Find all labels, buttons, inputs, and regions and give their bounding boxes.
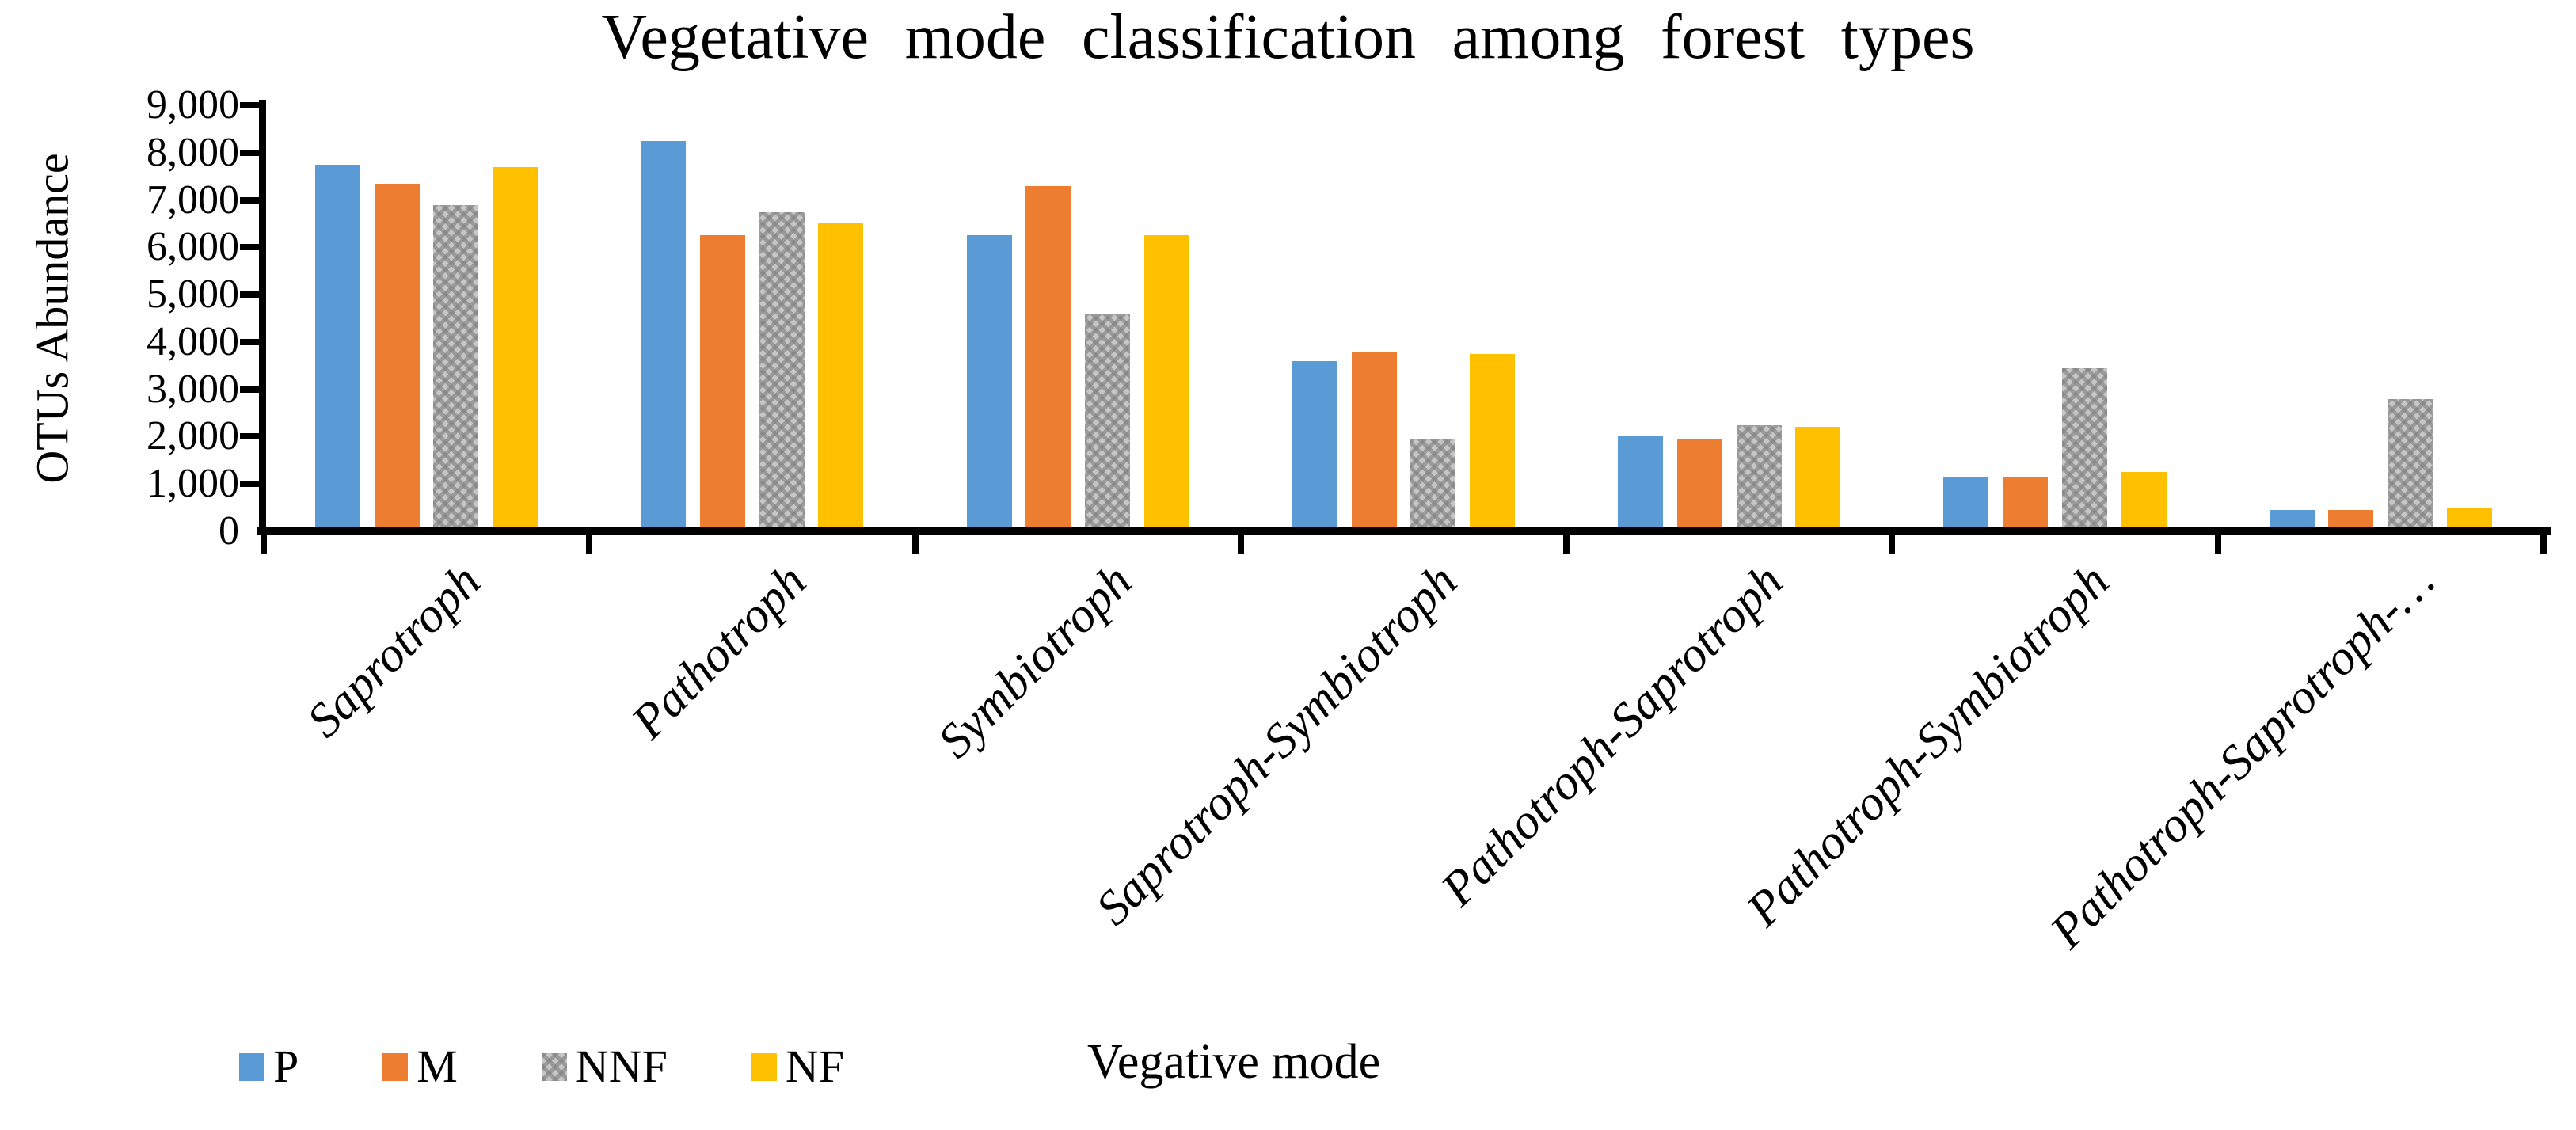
category-label: Pathotroph-Saprotroph (1431, 554, 1794, 916)
x-axis-line (257, 527, 2551, 535)
bar-NF (493, 166, 538, 531)
bar-NF (2121, 472, 2167, 531)
y-tick-mark (240, 149, 262, 156)
y-tick-mark (240, 244, 262, 251)
legend-marker-P (239, 1052, 264, 1081)
y-tick-mark (240, 102, 262, 108)
category-label: Saprotroph-Symbiotroph (1086, 554, 1468, 936)
bar-NF (1143, 235, 1189, 531)
y-tick-label: 3,000 (146, 366, 239, 412)
x-tick-mark (1237, 531, 1244, 554)
bar-NNF (2388, 398, 2433, 531)
bar-NNF (1410, 439, 1456, 531)
y-tick-label: 6,000 (146, 224, 239, 270)
x-tick-mark (911, 531, 919, 554)
bar-NF (1795, 427, 1841, 531)
x-tick-mark (1889, 531, 1896, 554)
category-label: Pathotroph (621, 554, 816, 749)
x-tick-mark (261, 531, 267, 554)
bar-NNF (759, 211, 805, 531)
y-tick-mark (240, 291, 262, 299)
bar-M (2003, 477, 2049, 531)
y-tick-label: 4,000 (146, 318, 239, 364)
chart-title: Vegetative mode classification among for… (601, 2, 1975, 72)
x-tick-mark (1563, 531, 1570, 554)
legend-item-P: P (239, 1044, 299, 1090)
bar-P (966, 235, 1012, 531)
y-tick-label: 8,000 (146, 129, 239, 175)
y-tick-label: 1,000 (146, 461, 239, 507)
legend: P M NNF NF (239, 1044, 844, 1090)
y-tick-label: 5,000 (146, 272, 239, 318)
category-label: Saprotroph (296, 554, 491, 748)
bar-NNF (433, 204, 479, 531)
y-tick-mark (240, 481, 262, 488)
bar-M (374, 183, 420, 531)
bar-P (641, 140, 687, 531)
bar-M (1025, 185, 1071, 531)
bar-M (699, 235, 745, 531)
bar-NNF (1084, 314, 1130, 531)
legend-marker-NF (751, 1052, 777, 1081)
bar-P (315, 164, 360, 531)
bar-NF (1469, 353, 1515, 531)
bar-P (1292, 360, 1337, 531)
y-tick-label: 2,000 (146, 413, 239, 459)
legend-marker-NNF (541, 1052, 567, 1081)
legend-label: P (273, 1041, 299, 1092)
category-label: Pathotroph-Symbiotroph (1736, 554, 2119, 937)
legend-marker-M (382, 1052, 409, 1081)
y-tick-label: 0 (219, 508, 239, 554)
bar-P (1943, 477, 1989, 531)
y-tick-mark (240, 433, 262, 440)
y-tick-mark (240, 338, 262, 345)
legend-item-NNF: NNF (541, 1041, 668, 1092)
legend-label: NF (785, 1041, 845, 1092)
y-tick-mark (240, 196, 262, 204)
bar-NF (818, 223, 864, 531)
bar-NNF (1736, 424, 1782, 531)
legend-item-NF: NF (751, 1044, 844, 1090)
bar-M (1676, 439, 1722, 531)
x-tick-mark (2540, 531, 2547, 554)
legend-label: NNF (575, 1041, 668, 1092)
bar-P (1618, 436, 1664, 531)
bar-M (1351, 351, 1397, 531)
x-tick-mark (586, 531, 593, 554)
y-tick-mark (240, 386, 262, 393)
y-tick-label: 7,000 (146, 177, 239, 223)
legend-label: M (417, 1041, 458, 1092)
category-label: Symbiotroph (927, 554, 1143, 769)
legend-item-M: M (382, 1044, 458, 1090)
category-label: Pathotroph-Saprotroph-… (2040, 554, 2445, 959)
bar-NNF (2061, 367, 2107, 531)
y-axis-line (259, 100, 266, 535)
y-tick-label: 9,000 (146, 82, 239, 127)
x-axis-title: Vegative mode (1087, 1035, 1381, 1089)
x-tick-mark (2214, 531, 2221, 554)
